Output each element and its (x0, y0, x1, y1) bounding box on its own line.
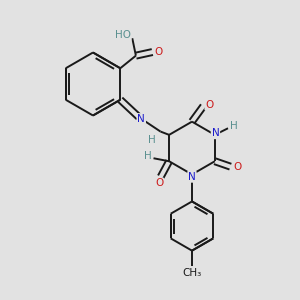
Text: HO: HO (115, 30, 131, 40)
Text: H: H (148, 135, 156, 145)
Text: O: O (205, 100, 214, 110)
Text: N: N (137, 114, 145, 124)
Text: O: O (233, 162, 241, 172)
Text: N: N (188, 172, 196, 182)
Text: H: H (230, 122, 237, 131)
Text: N: N (212, 128, 219, 138)
Text: H: H (144, 152, 152, 161)
Text: CH₃: CH₃ (182, 268, 202, 278)
Text: O: O (155, 178, 163, 188)
Text: O: O (155, 47, 163, 57)
